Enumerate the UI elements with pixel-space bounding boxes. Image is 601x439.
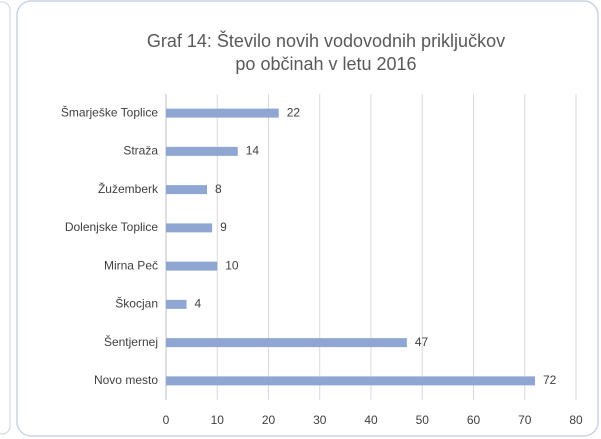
data-label: 8 <box>215 182 222 196</box>
x-tick-label: 20 <box>262 413 276 427</box>
bar <box>166 376 535 386</box>
bar <box>166 108 279 118</box>
data-label: 72 <box>543 373 557 387</box>
y-tick-label: Šentjernej <box>104 334 158 349</box>
x-tick-label: 80 <box>569 413 583 427</box>
data-label: 9 <box>220 220 227 234</box>
chart-frame <box>16 0 599 437</box>
y-tick-label: Žužemberk <box>98 181 159 196</box>
data-label: 4 <box>195 297 202 311</box>
y-tick-label: Novo mesto <box>94 373 158 387</box>
x-tick-label: 30 <box>313 413 327 427</box>
x-tick-label: 60 <box>467 413 481 427</box>
x-tick-label: 40 <box>364 413 378 427</box>
side-panel <box>0 1 11 435</box>
bar <box>166 261 218 271</box>
chart-title: Graf 14: Število novih vodovodnih priklj… <box>147 30 505 51</box>
bar <box>166 299 187 309</box>
bar <box>166 223 213 233</box>
y-tick-label: Straža <box>123 144 158 158</box>
y-tick-label: Šmarješke Toplice <box>61 104 158 119</box>
bar <box>166 146 238 156</box>
chart-title: po občinah v letu 2016 <box>235 54 416 74</box>
data-label: 10 <box>225 258 239 272</box>
y-tick-label: Mirna Peč <box>104 258 158 272</box>
data-label: 14 <box>246 144 260 158</box>
x-tick-label: 0 <box>163 413 170 427</box>
bar <box>166 185 207 195</box>
data-label: 22 <box>287 105 301 119</box>
bar <box>166 338 407 348</box>
x-tick-label: 10 <box>211 413 225 427</box>
x-tick-label: 70 <box>518 413 532 427</box>
data-label: 47 <box>415 335 429 349</box>
x-tick-label: 50 <box>416 413 430 427</box>
y-tick-label: Škocjan <box>115 296 158 311</box>
y-tick-label: Dolenjske Toplice <box>65 220 158 234</box>
